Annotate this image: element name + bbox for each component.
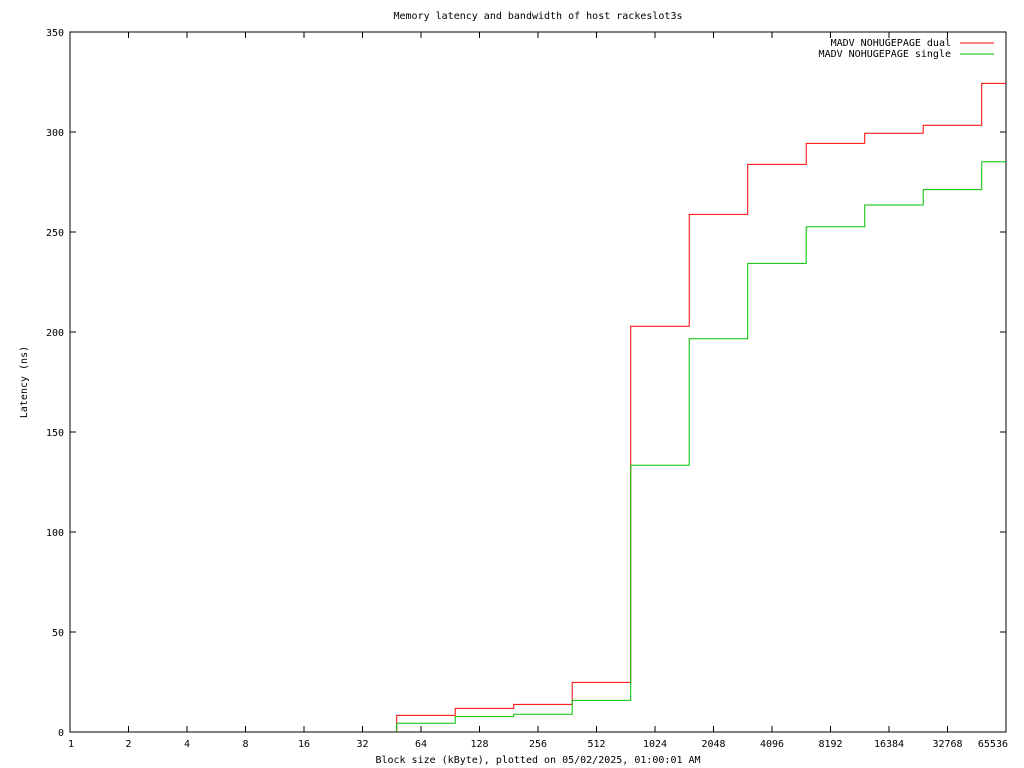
y-tick-label: 0 xyxy=(58,728,64,739)
y-tick-label: 350 xyxy=(46,28,64,39)
y-tick-label: 250 xyxy=(46,228,64,239)
series-line-1 xyxy=(396,82,1006,732)
y-tick-label: 50 xyxy=(52,628,64,639)
legend-label: MADV NOHUGEPAGE single xyxy=(819,49,951,60)
x-tick-label: 65536 xyxy=(978,739,1008,750)
x-tick-label: 32768 xyxy=(932,739,962,750)
y-tick-label: 300 xyxy=(46,128,64,139)
chart-title: Memory latency and bandwidth of host rac… xyxy=(394,11,683,22)
x-tick-label: 8 xyxy=(242,739,248,750)
plot-frame xyxy=(69,31,1007,733)
y-axis-label: Latency (ns) xyxy=(19,346,30,418)
x-tick-label: 4 xyxy=(184,739,190,750)
x-tick-label: 128 xyxy=(470,739,488,750)
x-tick-label: 8192 xyxy=(818,739,842,750)
x-tick-label: 32 xyxy=(356,739,368,750)
x-tick-label: 2048 xyxy=(701,739,725,750)
x-tick-label: 1 xyxy=(68,739,74,750)
x-tick-label: 64 xyxy=(415,739,427,750)
x-tick-label: 16 xyxy=(298,739,310,750)
x-tick-label: 512 xyxy=(587,739,605,750)
y-tick-label: 150 xyxy=(46,428,64,439)
x-axis: 1 2 4 8 16 32 64 128 256 512 1024 2048 4096 8192 16384… xyxy=(68,32,1008,750)
y-axis: 0 50 100 150 200 250 300 350 xyxy=(46,28,1006,739)
y-tick-label: 200 xyxy=(46,328,64,339)
x-tick-label: 16384 xyxy=(874,739,904,750)
x-axis-label: Block size (kByte), plotted on 05/02/202… xyxy=(375,755,700,766)
x-tick-label: 1024 xyxy=(643,739,667,750)
x-tick-label: 4096 xyxy=(760,739,784,750)
x-tick-label: 2 xyxy=(125,739,131,750)
series-line-2 xyxy=(396,161,1006,732)
x-tick-label: 256 xyxy=(529,739,547,750)
legend-label: MADV NOHUGEPAGE dual xyxy=(831,38,951,49)
series-layer xyxy=(396,82,1006,732)
y-tick-label: 100 xyxy=(46,528,64,539)
